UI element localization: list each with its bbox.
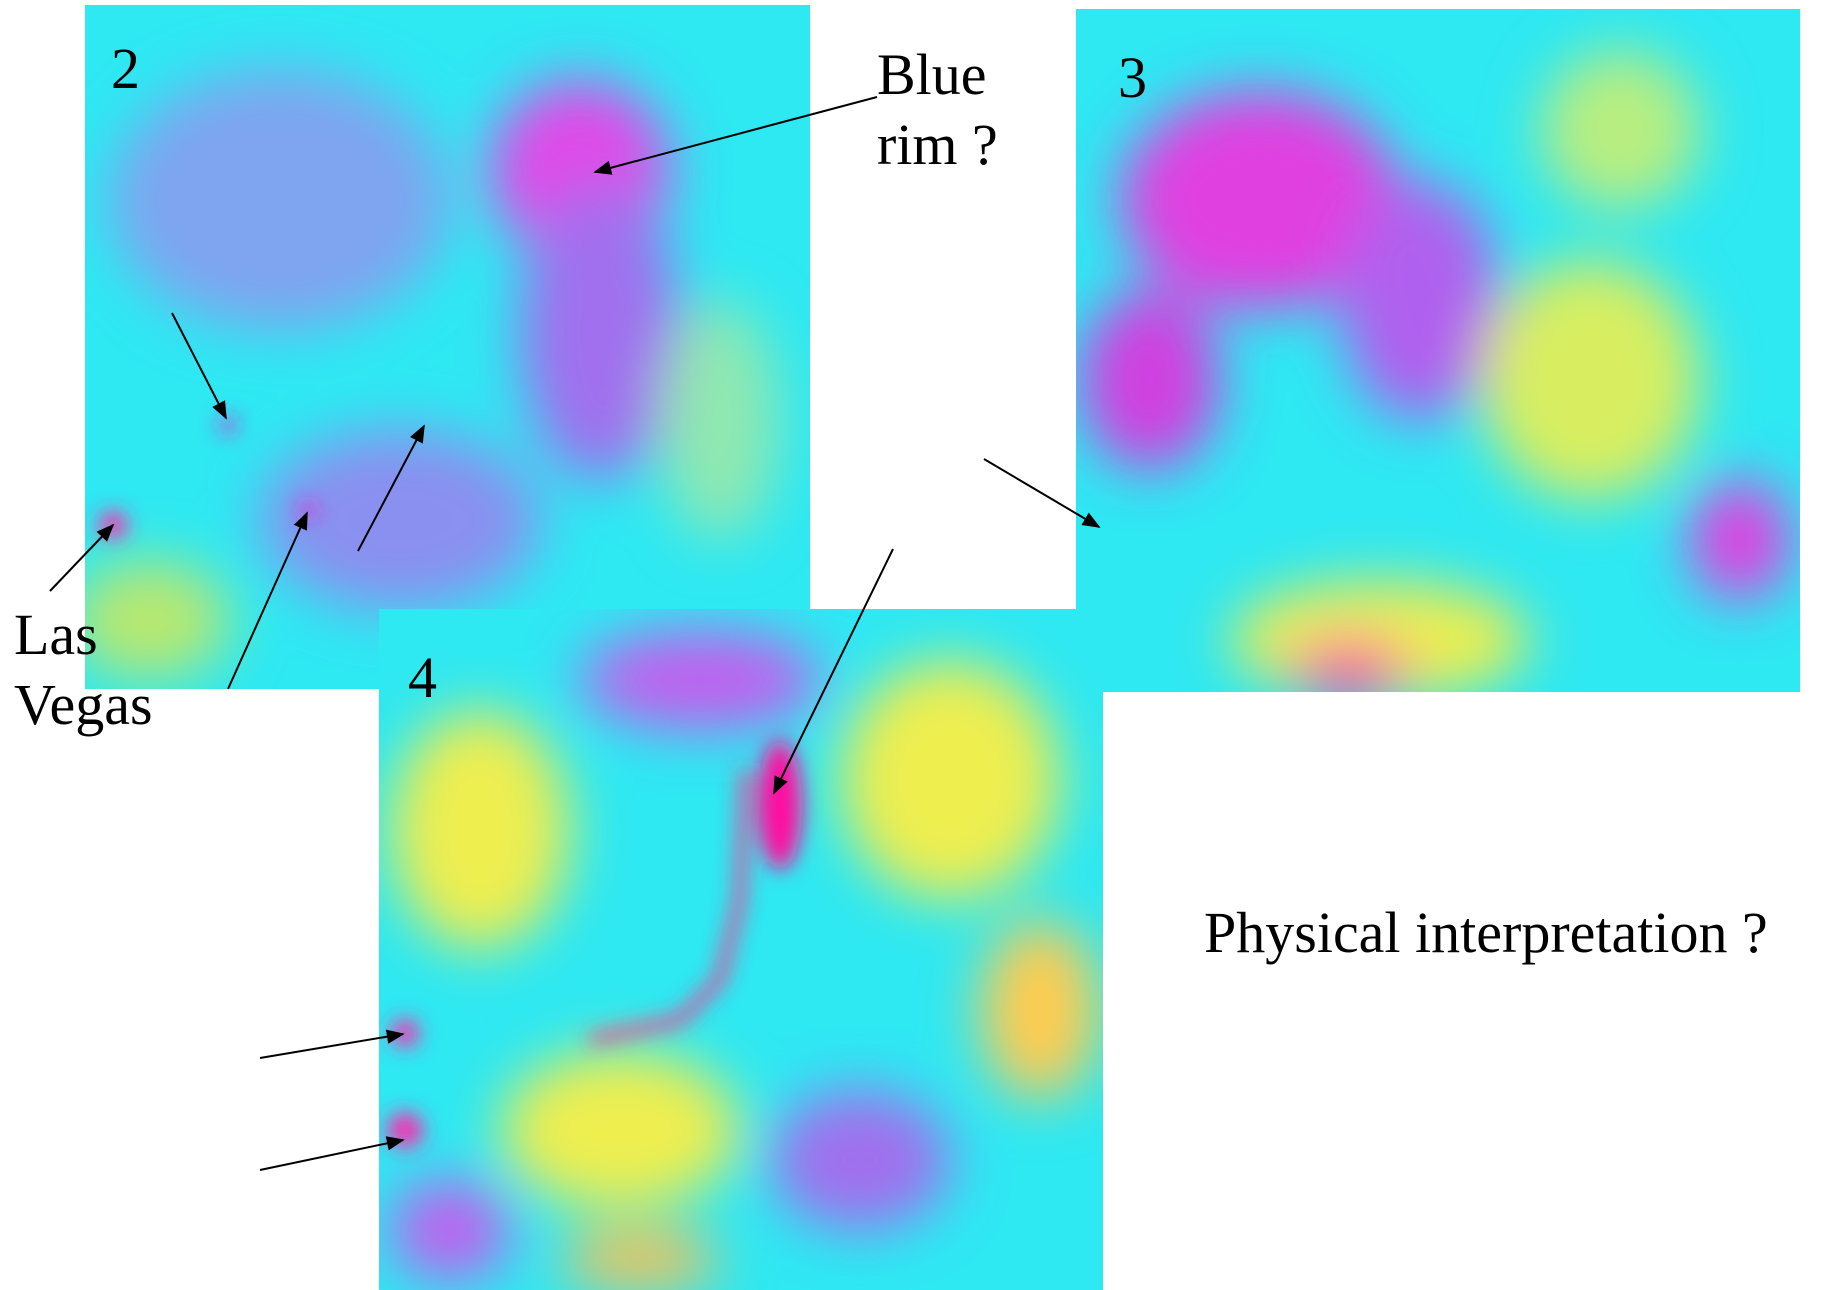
interferogram-2: [70, 5, 810, 689]
annotation: Vegas: [14, 672, 153, 737]
annotation: Las: [14, 602, 98, 667]
annotation: rim ?: [877, 112, 998, 177]
interferogram-4: [379, 609, 1103, 1290]
annotation: Physical interpretation ?: [1204, 900, 1768, 965]
panel-label: 3: [1118, 45, 1147, 110]
panel-label: 4: [408, 645, 437, 710]
panel-label: 2: [111, 36, 140, 101]
interferogram-3: [1076, 9, 1800, 700]
annotation: Blue: [877, 42, 987, 107]
slide: 2 3 4 Blue rim ? Las Vegas Physical inte…: [0, 0, 1830, 1290]
